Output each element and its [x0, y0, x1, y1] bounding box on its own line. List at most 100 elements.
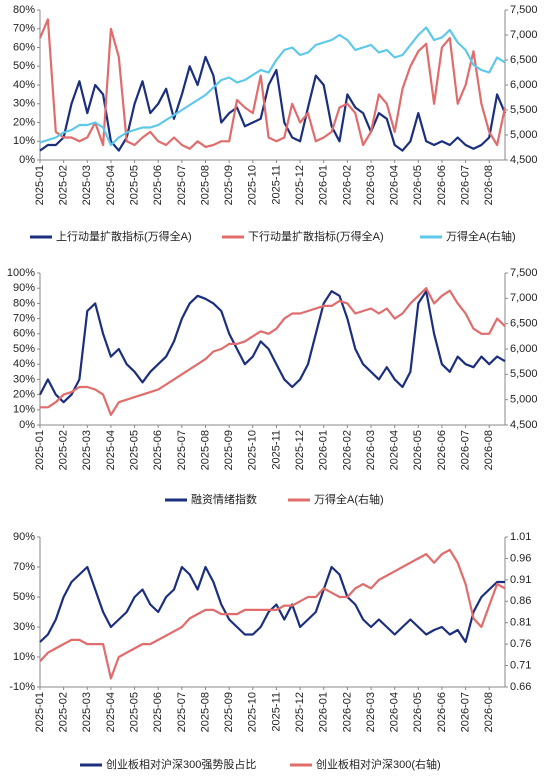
x-tick-label: 2026-05	[412, 430, 424, 470]
x-tick-label: 2026-06	[436, 692, 448, 732]
x-tick-label: 2026-06	[436, 165, 448, 205]
x-tick-label: 2025-09	[223, 165, 235, 205]
x-tick-label: 2025-08	[199, 165, 211, 205]
x-tick-label: 2026-05	[412, 692, 424, 732]
x-tick-label: 2026-08	[483, 692, 495, 732]
x-tick-label: 2026-07	[459, 430, 471, 470]
x-tick-label: 2025-11	[270, 165, 282, 205]
x-tick-label: 2025-04	[105, 165, 117, 205]
y2-tick-label: 5,000	[510, 394, 538, 406]
y-tick-label: 30%	[13, 98, 35, 110]
y-tick-label: 10%	[13, 651, 35, 663]
y-tick-label: 50%	[13, 343, 35, 355]
y-tick-label: 70%	[13, 313, 35, 325]
x-tick-label: 2025-12	[294, 692, 306, 732]
x-tick-label: 2025-01	[34, 165, 46, 205]
x-tick-label: 2025-07	[176, 165, 188, 205]
y2-tick-label: 6,000	[510, 343, 538, 355]
x-tick-label: 2026-03	[365, 430, 377, 470]
series-line	[39, 565, 505, 644]
x-tick-label: 2025-10	[247, 165, 259, 205]
x-tick-label: 2025-05	[128, 692, 140, 732]
x-tick-label: 2025-08	[199, 430, 211, 470]
y2-tick-label: 6,000	[510, 79, 538, 91]
series-line	[39, 548, 506, 680]
y2-tick-label: 5,500	[510, 368, 538, 380]
y-tick-label: 60%	[13, 328, 35, 340]
series-line	[39, 290, 506, 404]
x-tick-label: 2025-03	[81, 692, 93, 732]
x-tick-label: 2025-03	[81, 165, 93, 205]
x-tick-label: 2025-12	[294, 430, 306, 470]
y-tick-label: 30%	[13, 373, 35, 385]
y-tick-label: 30%	[13, 621, 35, 633]
y-tick-label: 90%	[13, 531, 35, 543]
y-tick-label: 80%	[13, 297, 35, 309]
series-line	[40, 287, 506, 416]
y-tick-label: 90%	[13, 282, 35, 294]
y-tick-label: 70%	[13, 561, 35, 573]
y-tick-label: 50%	[13, 591, 35, 603]
y2-tick-label: 7,000	[510, 29, 538, 41]
y2-tick-label: 0.71	[510, 659, 531, 671]
x-tick-label: 2025-02	[58, 430, 70, 470]
y2-tick-label: 1.01	[510, 531, 531, 543]
x-tick-label: 2026-03	[365, 165, 377, 205]
legend-label: 万得全A(右轴)	[446, 229, 516, 243]
y2-tick-label: 4,500	[510, 419, 538, 431]
x-tick-label: 2026-02	[341, 692, 353, 732]
y-tick-label: 20%	[13, 116, 35, 128]
x-tick-label: 2026-05	[412, 165, 424, 205]
y-tick-label: 80%	[13, 4, 35, 16]
x-tick-label: 2026-01	[318, 692, 330, 732]
x-tick-label: 2026-04	[389, 430, 401, 470]
y2-tick-label: 7,000	[510, 292, 538, 304]
y2-tick-label: 0.91	[510, 574, 531, 586]
y2-tick-label: 0.66	[510, 681, 531, 693]
legend-label: 融资情绪指数	[191, 492, 257, 506]
y-tick-label: 10%	[13, 135, 35, 147]
x-tick-label: 2026-02	[341, 430, 353, 470]
x-tick-label: 2025-09	[223, 692, 235, 732]
y-tick-label: 0%	[19, 419, 35, 431]
series-line	[39, 26, 506, 147]
x-tick-label: 2025-06	[152, 165, 164, 205]
y2-tick-label: 0.81	[510, 617, 531, 629]
x-tick-label: 2026-03	[365, 692, 377, 732]
x-tick-label: 2025-01	[34, 430, 46, 470]
y2-tick-label: 5,500	[510, 104, 538, 116]
y2-tick-label: 6,500	[510, 318, 538, 330]
x-tick-label: 2026-07	[459, 692, 471, 732]
y2-tick-label: 4,500	[510, 154, 538, 166]
x-tick-label: 2026-07	[459, 165, 471, 205]
x-tick-label: 2025-07	[176, 430, 188, 470]
x-tick-label: 2025-08	[199, 692, 211, 732]
x-tick-label: 2025-11	[270, 692, 282, 732]
y-tick-label: 10%	[13, 404, 35, 416]
legend-label: 下行动量扩散指标(万得全A)	[248, 229, 384, 243]
y-tick-label: -10%	[9, 681, 35, 693]
y2-tick-label: 0.76	[510, 638, 531, 650]
legend-label: 万得全A(右轴)	[314, 492, 384, 506]
x-tick-label: 2025-05	[128, 430, 140, 470]
x-tick-label: 2025-09	[223, 430, 235, 470]
y-tick-label: 0%	[19, 154, 35, 166]
x-tick-label: 2025-04	[105, 692, 117, 732]
x-tick-label: 2026-08	[483, 165, 495, 205]
y2-tick-label: 6,500	[510, 54, 538, 66]
y-tick-label: 60%	[13, 41, 35, 53]
x-tick-label: 2025-05	[128, 165, 140, 205]
legend-label: 上行动量扩散指标(万得全A)	[56, 229, 192, 243]
y2-tick-label: 0.86	[510, 595, 531, 607]
series-line	[38, 18, 507, 150]
x-tick-label: 2025-10	[247, 430, 259, 470]
x-tick-label: 2025-10	[247, 692, 259, 732]
y2-tick-label: 7,500	[510, 267, 538, 279]
x-tick-label: 2025-12	[294, 165, 306, 205]
y2-tick-label: 0.96	[510, 552, 531, 564]
x-tick-label: 2026-02	[341, 165, 353, 205]
x-tick-label: 2026-08	[483, 430, 495, 470]
x-tick-label: 2025-06	[152, 430, 164, 470]
x-tick-label: 2025-07	[176, 692, 188, 732]
x-tick-label: 2025-06	[152, 692, 164, 732]
